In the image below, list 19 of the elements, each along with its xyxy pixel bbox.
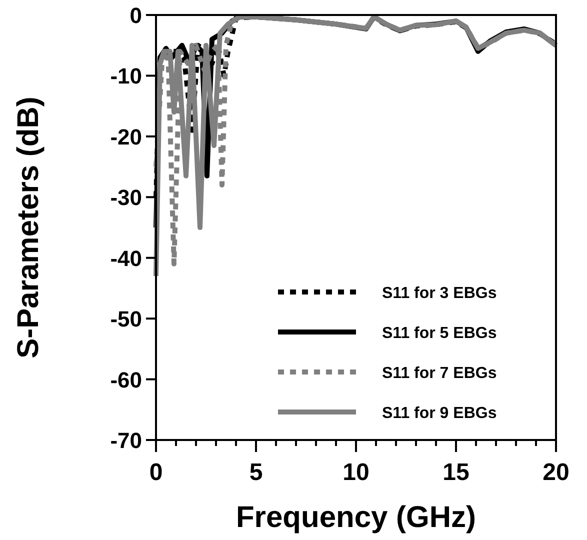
x-tick-label: 0 [149, 459, 163, 486]
x-tick-label: 5 [249, 459, 263, 486]
y-tick-label: -70 [110, 428, 142, 453]
legend-label: S11 for 5 EBGs [382, 325, 497, 342]
y-tick-label: -60 [110, 367, 142, 392]
legend-label: S11 for 3 EBGs [382, 285, 497, 302]
x-tick-label: 10 [342, 459, 370, 486]
x-tick-label: 15 [442, 459, 470, 486]
x-tick-label: 20 [542, 459, 570, 486]
y-tick-label: 0 [130, 3, 142, 28]
legend-label: S11 for 7 EBGs [382, 365, 497, 382]
y-tick-label: -50 [110, 306, 142, 332]
y-tick-label: -40 [110, 246, 142, 271]
x-axis-title: Frequency (GHz) [236, 501, 476, 534]
y-tick-label: -20 [110, 124, 142, 150]
legend-label: S11 for 9 EBGs [382, 405, 497, 422]
y-axis-title: S-Parameters (dB) [12, 96, 45, 358]
y-tick-label: -10 [110, 64, 142, 89]
y-tick-label: -30 [110, 185, 142, 210]
